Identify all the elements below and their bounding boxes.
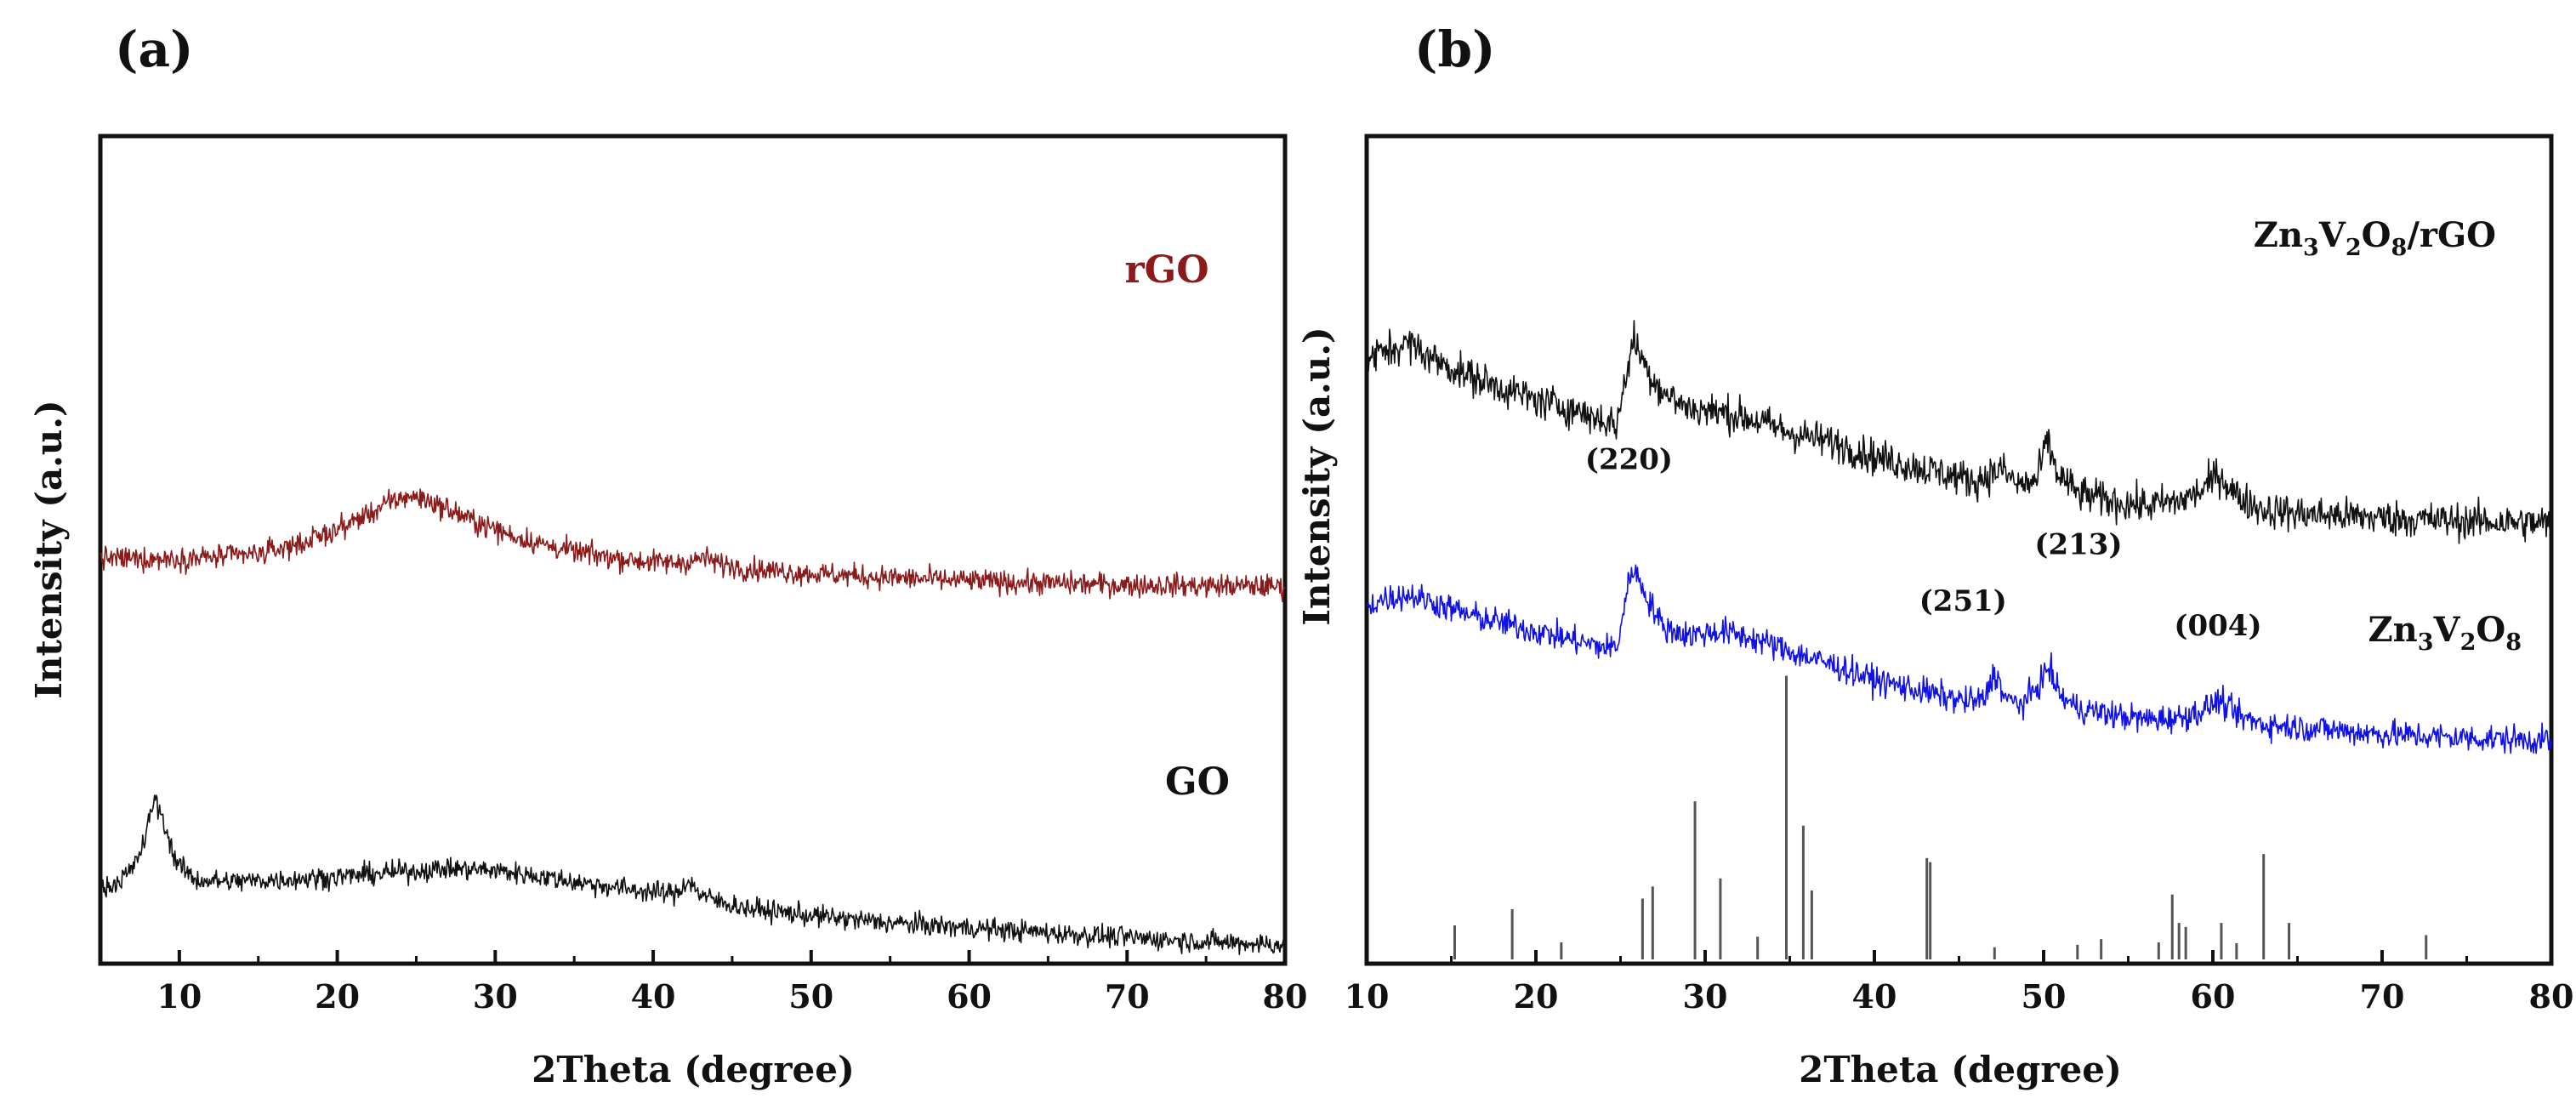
x-tick-label: 10 [156,977,202,1016]
x-tick-label: 40 [1852,977,1897,1016]
x-tick-label: 60 [2191,977,2236,1016]
series-line-zn3v2o8-rgo [1366,320,2552,544]
series-label-go: GO [1165,760,1230,804]
x-tick-label: 20 [315,977,360,1016]
series-label-rgo: rGO [1124,248,1208,292]
panel-b-label: (b) [1414,20,1495,78]
x-tick-label: 70 [2360,977,2405,1016]
peak-annotation: (220) [1585,442,1673,476]
x-tick-label: 70 [1105,977,1150,1016]
reference-pattern [1453,675,2428,959]
series-line-zn3v2o8 [1366,564,2552,754]
x-tick-label: 20 [1514,977,1559,1016]
panel-a: (a) 10 20 30 40 50 60 70 80 2Theta (degree) Int… [28,20,1307,1090]
panel-a-plot-area [100,488,1286,955]
peak-annotations: (220) (251) (213) (004) [1585,442,2262,642]
x-tick-label: 30 [473,977,518,1016]
panel-a-xlabel: 2Theta (degree) [532,1049,855,1090]
panel-b-xlabel: 2Theta (degree) [1799,1049,2122,1090]
x-tick-label: 30 [1683,977,1728,1016]
panel-b-plot-area [1366,320,2552,754]
x-tick-label: 80 [2529,977,2574,1016]
panel-a-frame [98,134,1288,966]
x-tick-label: 50 [2022,977,2067,1016]
panel-b-x-ticks: 10 20 30 40 50 60 70 80 [1345,950,2574,1016]
x-tick-label: 50 [788,977,833,1016]
x-tick-label: 10 [1345,977,1390,1016]
x-tick-label: 80 [1263,977,1308,1016]
panel-a-label: (a) [115,20,193,78]
panel-a-ylabel: Intensity (a.u.) [28,400,70,699]
x-tick-label: 40 [631,977,676,1016]
series-line-rgo [100,488,1286,602]
peak-annotation: (213) [2034,528,2122,562]
x-tick-label: 60 [947,977,992,1016]
panel-a-x-ticks: 10 20 30 40 50 60 70 80 [156,950,1307,1016]
panel-b-frame [1364,134,2554,966]
series-label-zn3v2o8: Zn3V2O8 [2368,610,2522,656]
peak-annotation: (004) [2174,609,2261,643]
panel-b-ylabel: Intensity (a.u.) [1296,327,1338,626]
peak-annotation: (251) [1919,584,2007,618]
series-line-go [100,794,1286,955]
panel-b: (b) 10 20 30 40 50 60 70 80 (220) (251) (213) (004… [1296,20,2573,1090]
series-label-zn3v2o8-rgo: Zn3V2O8/rGO [2254,215,2496,261]
